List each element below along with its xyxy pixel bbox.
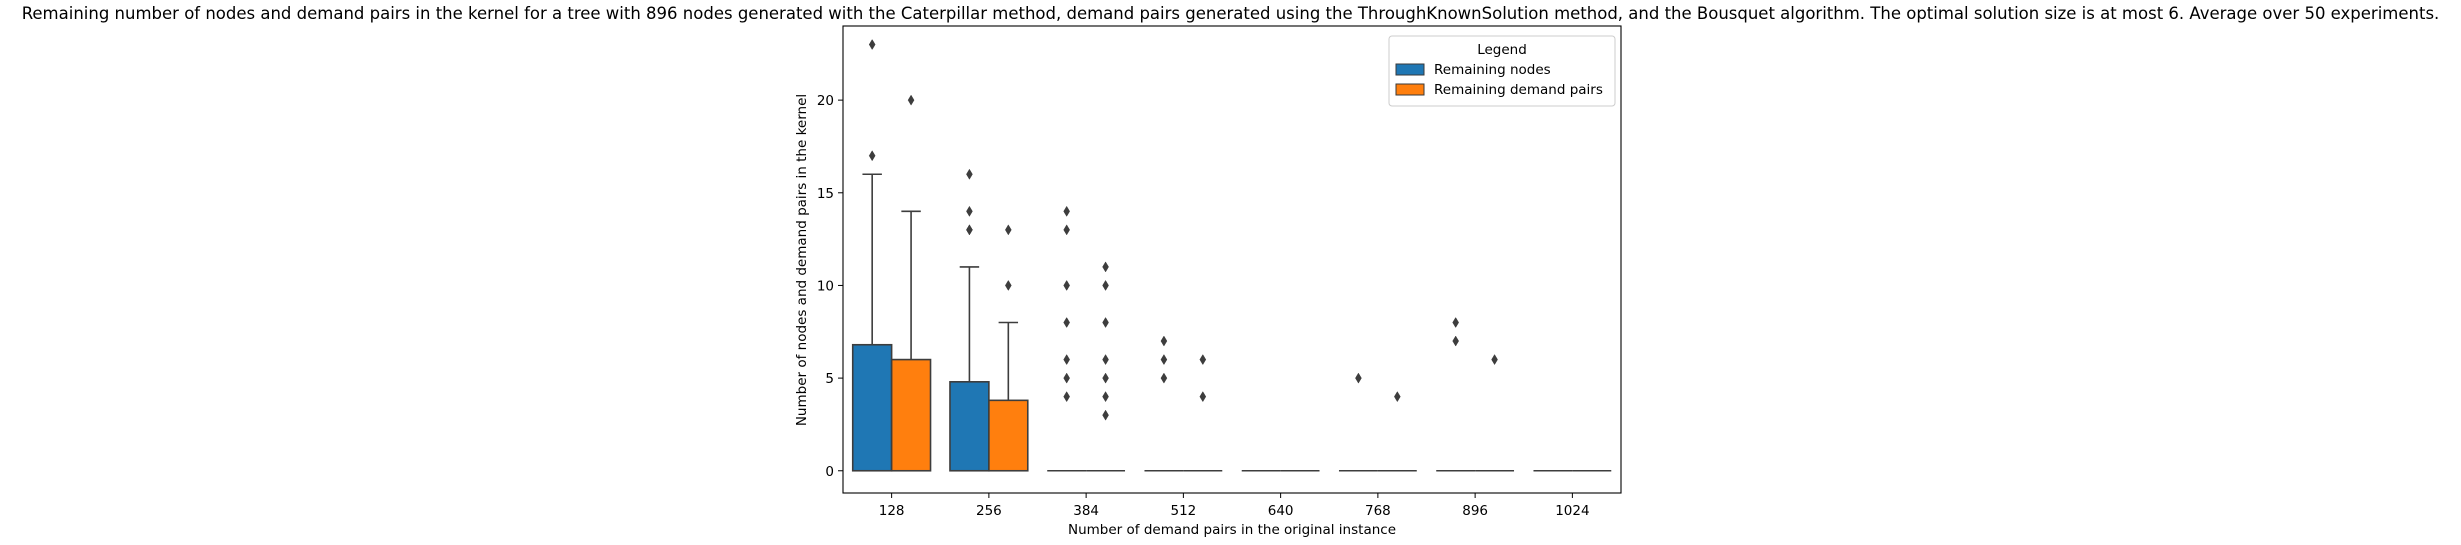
x-axis-label: Number of demand pairs in the original i… <box>1068 522 1396 538</box>
outlier-point <box>1063 205 1070 217</box>
outlier-point <box>1452 335 1459 347</box>
chart-title: Remaining number of nodes and demand pai… <box>21 4 2440 23</box>
y-tick-label: 15 <box>817 186 834 202</box>
outlier-point <box>1160 335 1168 347</box>
x-tick-label: 512 <box>1170 503 1196 519</box>
outlier-point <box>966 168 973 180</box>
box-remaining-demand-pairs <box>988 399 1029 472</box>
outlier-point <box>1160 354 1168 366</box>
box-remaining-nodes <box>949 381 990 472</box>
box-remaining-demand-pairs <box>890 358 932 472</box>
outlier-point <box>1102 279 1109 291</box>
x-tick-label: 896 <box>1462 503 1488 519</box>
legend-frame <box>1388 35 1616 107</box>
outlier-point <box>1063 391 1070 403</box>
y-tick-label: 5 <box>825 371 834 387</box>
legend-label-remaining-demand-pairs: Remaining demand pairs <box>1434 82 1603 98</box>
outlier-point <box>868 39 876 51</box>
outlier-point <box>1199 391 1207 403</box>
legend-label-remaining-nodes: Remaining nodes <box>1434 62 1551 78</box>
outlier-point <box>1102 317 1109 328</box>
outlier-point <box>1394 391 1401 403</box>
y-tick-label: 0 <box>825 464 834 480</box>
outlier-point <box>907 94 915 106</box>
outlier-point <box>1452 317 1459 328</box>
box-remaining-nodes <box>851 343 893 472</box>
outlier-point <box>1102 354 1109 366</box>
outlier-point <box>1005 224 1012 236</box>
outlier-point <box>1063 354 1070 366</box>
outlier-point <box>868 150 876 162</box>
x-tick-label: 128 <box>879 503 905 519</box>
outlier-point <box>1063 372 1070 384</box>
outlier-point <box>1005 279 1012 291</box>
x-tick-label: 768 <box>1365 503 1391 519</box>
outlier-point <box>1102 261 1109 273</box>
x-tick-label: 384 <box>1073 503 1099 519</box>
x-tick-label: 640 <box>1268 503 1294 519</box>
y-axis-label: Number of nodes and demand pairs in the … <box>794 94 810 426</box>
outlier-point <box>1199 354 1207 366</box>
outlier-point <box>1063 279 1070 291</box>
outlier-point <box>1491 354 1498 366</box>
legend-swatch-remaining-nodes <box>1395 63 1425 76</box>
y-tick-label: 10 <box>817 278 834 294</box>
x-tick-label: 1024 <box>1555 503 1589 519</box>
outlier-point <box>1063 224 1070 236</box>
y-tick-label: 20 <box>817 93 834 109</box>
legend-title: Legend <box>1477 42 1527 58</box>
legend-swatch-remaining-demand-pairs <box>1395 83 1425 96</box>
outlier-point <box>1102 409 1109 421</box>
outlier-point <box>1102 391 1109 403</box>
outlier-point <box>1102 372 1109 384</box>
outlier-point <box>1063 317 1070 328</box>
legend: Legend Remaining nodes Remaining demand … <box>1388 35 1616 107</box>
outlier-point <box>1355 372 1362 384</box>
outlier-point <box>966 205 973 217</box>
x-tick-label: 256 <box>976 503 1002 519</box>
outlier-point <box>1160 372 1168 384</box>
plot-area-frame <box>842 25 1622 494</box>
outlier-point <box>966 224 973 236</box>
